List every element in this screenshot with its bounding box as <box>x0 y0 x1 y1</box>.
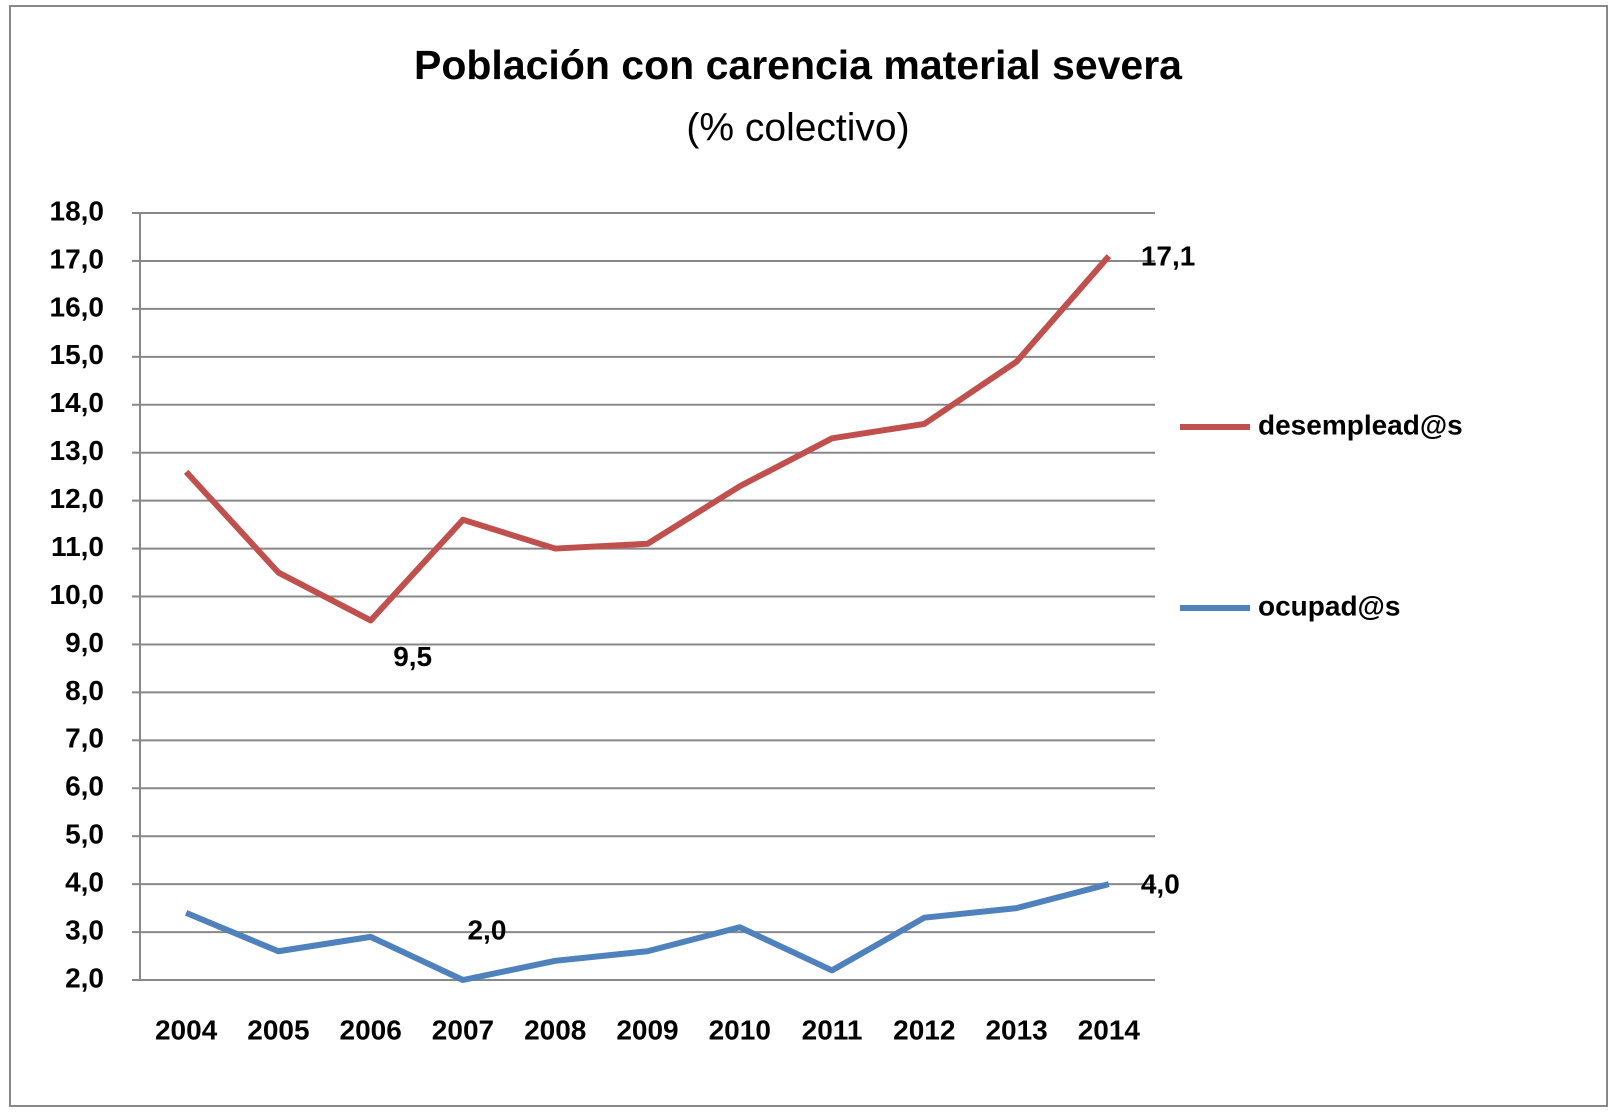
data-label: 2,0 <box>467 914 506 945</box>
x-tick-label: 2008 <box>524 1014 586 1045</box>
y-tick-label: 16,0 <box>50 291 105 322</box>
x-tick-label: 2007 <box>432 1014 494 1045</box>
y-tick-label: 4,0 <box>65 867 104 898</box>
y-tick-label: 15,0 <box>50 339 105 370</box>
x-tick-label: 2011 <box>802 1014 863 1045</box>
y-tick-label: 5,0 <box>65 819 104 850</box>
x-tick-label: 2006 <box>340 1014 402 1045</box>
y-tick-label: 2,0 <box>65 962 104 993</box>
y-tick-label: 9,0 <box>65 627 104 658</box>
data-label: 4,0 <box>1141 869 1180 900</box>
x-tick-label: 2013 <box>985 1014 1047 1045</box>
y-tick-label: 3,0 <box>65 914 104 945</box>
y-tick-label: 6,0 <box>65 771 104 802</box>
y-tick-label: 14,0 <box>50 387 105 418</box>
y-tick-label: 11,0 <box>51 531 104 562</box>
data-label: 9,5 <box>393 641 432 672</box>
x-tick-label: 2010 <box>709 1014 771 1045</box>
legend-label: desemplead@s <box>1258 409 1463 440</box>
chart-frame <box>9 5 1608 1107</box>
series-line <box>183 254 1112 624</box>
y-tick-label: 7,0 <box>65 723 104 754</box>
y-tick-label: 8,0 <box>65 675 104 706</box>
y-tick-label: 12,0 <box>50 483 105 514</box>
x-tick-label: 2005 <box>247 1014 309 1045</box>
data-label: 17,1 <box>1141 241 1196 272</box>
y-tick-label: 18,0 <box>50 195 105 226</box>
y-tick-label: 17,0 <box>50 243 105 274</box>
x-tick-label: 2012 <box>893 1014 955 1045</box>
chart-subtitle: (% colectivo) <box>686 106 909 149</box>
legend-label: ocupad@s <box>1258 590 1400 621</box>
x-tick-label: 2014 <box>1078 1014 1141 1045</box>
y-tick-label: 13,0 <box>50 435 105 466</box>
chart-title: Población con carencia material severa <box>414 42 1183 88</box>
y-tick-label: 10,0 <box>50 579 105 610</box>
series-line <box>184 881 1110 983</box>
x-tick-label: 2004 <box>155 1014 218 1045</box>
x-tick-label: 2009 <box>616 1014 678 1045</box>
